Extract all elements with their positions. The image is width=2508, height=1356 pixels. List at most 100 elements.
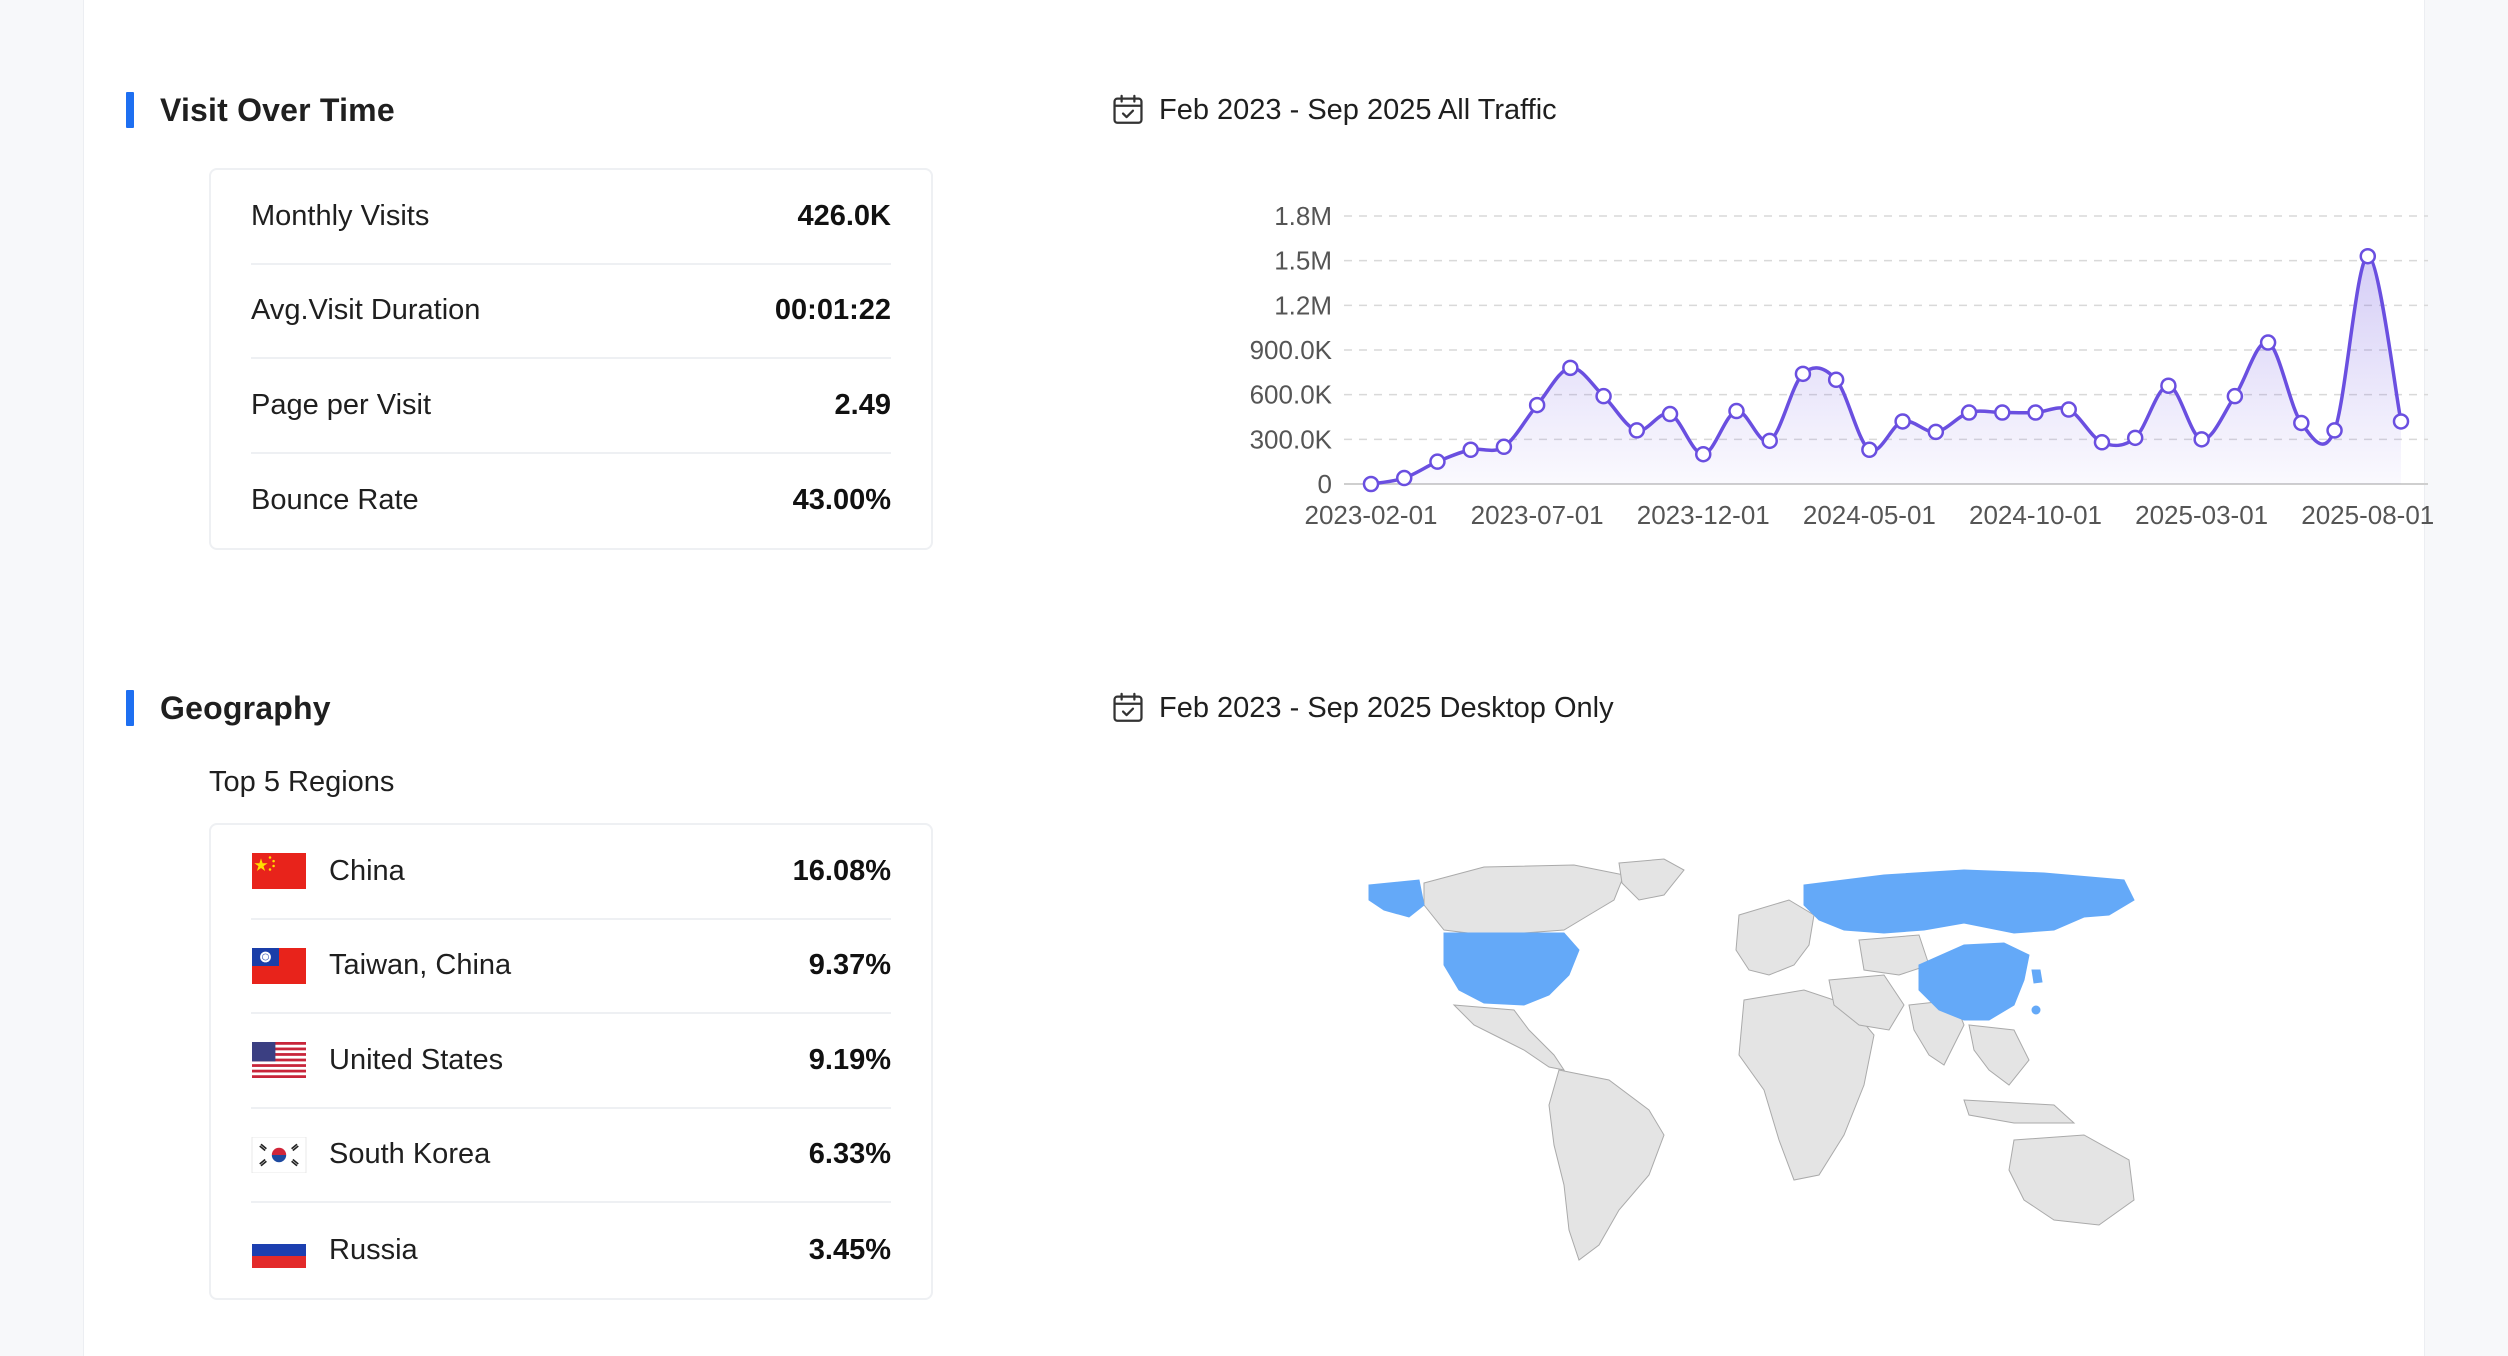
region-share: 16.08% <box>792 854 891 887</box>
metric-label: Bounce Rate <box>251 484 419 517</box>
data-point <box>1495 438 1513 456</box>
page-container: Visit Over Time Monthly Visits 426.0K Av… <box>83 0 2434 1356</box>
region-name: United States <box>329 1043 504 1076</box>
region-share: 6.33% <box>808 1138 891 1171</box>
map-south-america <box>1548 1069 1665 1261</box>
data-point <box>1794 365 1812 383</box>
data-point <box>2259 334 2277 351</box>
y-tick-label: 900.0K <box>1250 335 1333 365</box>
x-tick-label: 2024-10-01 <box>1969 500 2102 530</box>
metric-row: Monthly Visits 426.0K <box>251 170 891 265</box>
region-row: Russia 3.45% <box>251 1203 891 1298</box>
data-point <box>1595 387 1612 405</box>
russia-flag-icon <box>252 1232 306 1269</box>
data-point <box>1429 453 1446 470</box>
data-point <box>2359 247 2377 265</box>
region-name: Taiwan, China <box>329 949 512 982</box>
data-point <box>1661 405 1679 423</box>
us-flag-icon <box>252 1042 306 1079</box>
data-point <box>2093 434 2111 451</box>
region-row: China 16.08% <box>251 825 891 920</box>
region-share: 9.37% <box>808 949 891 982</box>
visit-date-range[interactable]: Feb 2023 - Sep 2025 All Traffic <box>1111 90 1557 130</box>
y-tick-label: 0 <box>1318 469 1332 499</box>
china-flag-icon <box>252 853 306 890</box>
x-tick-label: 2024-05-01 <box>1803 500 1936 530</box>
geography-section-title: Geography <box>160 689 331 726</box>
section-accent-bar <box>126 92 134 128</box>
metric-value: 2.49 <box>834 388 891 421</box>
traffic-line-chart: 0 300.0K 600.0K 900.0K 1.2M 1.5M 1.8M 2023-02-0… <box>1250 201 2435 530</box>
metric-label: Avg.Visit Duration <box>251 294 481 327</box>
map-mexico-central-america <box>1452 1004 1566 1071</box>
geography-date-range[interactable]: Feb 2023 - Sep 2025 Desktop Only <box>1111 688 1614 728</box>
geography-section-header: Geography <box>126 688 331 728</box>
region-name: Russia <box>329 1233 418 1266</box>
x-tick-label: 2025-03-01 <box>2135 500 2268 530</box>
y-tick-label: 1.8M <box>1274 201 1332 231</box>
data-point <box>2126 429 2144 447</box>
region-row: United States 9.19% <box>251 1014 891 1109</box>
region-name: South Korea <box>329 1138 491 1171</box>
data-point <box>2326 422 2343 439</box>
map-china <box>1918 942 2030 1021</box>
top-regions-subtitle: Top 5 Regions <box>209 766 395 798</box>
y-tick-label: 600.0K <box>1250 380 1333 410</box>
data-point <box>1562 359 1579 377</box>
data-point <box>1994 404 2011 421</box>
data-point <box>1894 413 1911 430</box>
data-point <box>1960 404 1978 421</box>
metric-value: 00:01:22 <box>774 294 891 327</box>
map-australia <box>2008 1134 2135 1226</box>
map-europe <box>1735 899 1815 976</box>
region-name: China <box>329 854 405 887</box>
map-canada <box>1423 864 1625 936</box>
visit-section-header: Visit Over Time <box>126 90 395 130</box>
y-tick-label: 300.0K <box>1250 424 1333 454</box>
metric-row: Bounce Rate 43.00% <box>251 454 891 549</box>
map-central-asia <box>1858 934 1930 976</box>
visit-section-title: Visit Over Time <box>160 91 395 128</box>
section-accent-bar <box>126 690 134 726</box>
data-point <box>1728 402 1745 420</box>
map-russia <box>1803 869 2135 934</box>
world-map <box>1368 858 2135 1261</box>
calendar-icon <box>1113 692 1143 722</box>
data-point <box>1861 441 1878 459</box>
data-point <box>2293 414 2310 432</box>
map-taiwan <box>2031 1005 2041 1015</box>
date-range-label: Feb 2023 - Sep 2025 All Traffic <box>1159 93 1557 126</box>
metric-row: Avg.Visit Duration 00:01:22 <box>251 265 891 359</box>
date-range-label: Feb 2023 - Sep 2025 Desktop Only <box>1159 691 1614 724</box>
regions-card: China 16.08% Taiwan, China 9.37% <box>209 823 933 1300</box>
data-point <box>2226 387 2244 405</box>
metric-value: 426.0K <box>797 199 891 232</box>
south-korea-flag-icon <box>251 1136 307 1173</box>
metric-label: Monthly Visits <box>251 199 430 232</box>
region-row: Taiwan, China 9.37% <box>251 920 891 1014</box>
metric-row: Page per Visit 2.49 <box>251 359 891 454</box>
data-point <box>1761 432 1778 450</box>
map-usa <box>1443 932 1580 1006</box>
x-tick-label: 2023-07-01 <box>1471 500 1604 530</box>
metric-label: Page per Visit <box>251 388 432 421</box>
x-tick-label: 2025-08-01 <box>2301 500 2434 530</box>
region-share: 3.45% <box>808 1233 891 1266</box>
x-tick-label: 2023-12-01 <box>1637 500 1770 530</box>
y-tick-label: 1.2M <box>1274 290 1332 320</box>
metric-value: 43.00% <box>792 484 891 517</box>
data-point <box>2160 377 2177 394</box>
map-southeast-asia <box>1968 1024 2030 1086</box>
region-row: South Korea 6.33% <box>251 1109 891 1203</box>
data-point <box>2193 431 2210 448</box>
map-alaska <box>1368 879 1425 918</box>
taiwan-flag-icon <box>252 947 306 984</box>
data-point <box>2060 401 2077 418</box>
map-indonesia <box>1963 1099 2076 1124</box>
data-point <box>1395 469 1413 487</box>
map-middle-east <box>1828 974 1905 1031</box>
data-point <box>2027 404 2044 421</box>
map-greenland <box>1618 858 1685 901</box>
data-point <box>1927 423 1945 441</box>
data-point <box>1362 475 1380 493</box>
